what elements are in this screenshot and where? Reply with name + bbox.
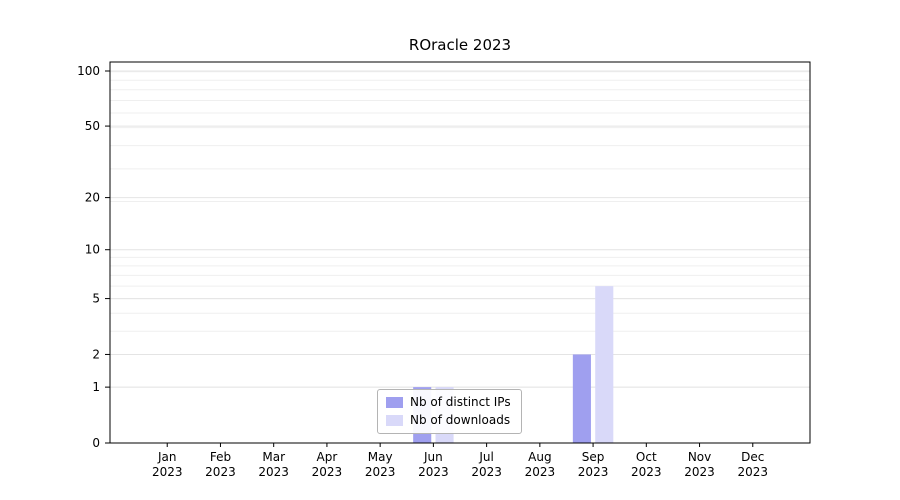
x-tick-label-year: 2023 — [578, 465, 609, 479]
y-tick-label: 5 — [92, 292, 100, 306]
x-tick-label-month: Sep — [582, 450, 605, 464]
y-tick-label: 2 — [92, 347, 100, 361]
x-tick-label-month: Jun — [423, 450, 443, 464]
bar-downloads — [595, 286, 614, 443]
legend: Nb of distinct IPs Nb of downloads — [377, 389, 522, 434]
x-tick-label-year: 2023 — [684, 465, 715, 479]
x-tick-label-year: 2023 — [258, 465, 289, 479]
y-tick-label: 10 — [85, 243, 100, 257]
y-tick-label: 50 — [85, 119, 100, 133]
x-tick-label-year: 2023 — [631, 465, 662, 479]
legend-item-downloads: Nb of downloads — [386, 413, 511, 427]
legend-label-downloads: Nb of downloads — [410, 413, 511, 427]
x-tick-label-year: 2023 — [525, 465, 556, 479]
x-tick-label-month: Apr — [317, 450, 338, 464]
y-tick-label: 20 — [85, 191, 100, 205]
x-tick-label-year: 2023 — [205, 465, 236, 479]
x-tick-label-year: 2023 — [471, 465, 502, 479]
bar-distinct-ips — [572, 354, 591, 443]
x-tick-label-month: Feb — [210, 450, 231, 464]
x-tick-label-month: Aug — [528, 450, 551, 464]
legend-swatch-distinct-ips — [386, 396, 403, 408]
x-tick-label-month: Oct — [636, 450, 657, 464]
legend-label-distinct-ips: Nb of distinct IPs — [410, 395, 511, 409]
legend-swatch-downloads — [386, 414, 403, 426]
x-tick-label-year: 2023 — [312, 465, 343, 479]
x-tick-label-month: Nov — [688, 450, 711, 464]
chart-title: ROracle 2023 — [408, 36, 512, 54]
x-tick-label-year: 2023 — [418, 465, 449, 479]
x-tick-label-year: 2023 — [152, 465, 183, 479]
y-tick-label: 0 — [92, 436, 100, 450]
plot-border — [109, 61, 811, 444]
y-tick-label: 1 — [92, 380, 100, 394]
x-tick-label-year: 2023 — [738, 465, 769, 479]
x-tick-label-month: Jul — [478, 450, 493, 464]
x-tick-label-year: 2023 — [365, 465, 396, 479]
y-tick-label: 100 — [77, 64, 100, 78]
x-tick-label-month: Jan — [157, 450, 177, 464]
x-tick-label-month: Dec — [741, 450, 764, 464]
x-tick-label-month: May — [368, 450, 393, 464]
x-tick-label-month: Mar — [262, 450, 285, 464]
legend-item-distinct-ips: Nb of distinct IPs — [386, 395, 511, 409]
